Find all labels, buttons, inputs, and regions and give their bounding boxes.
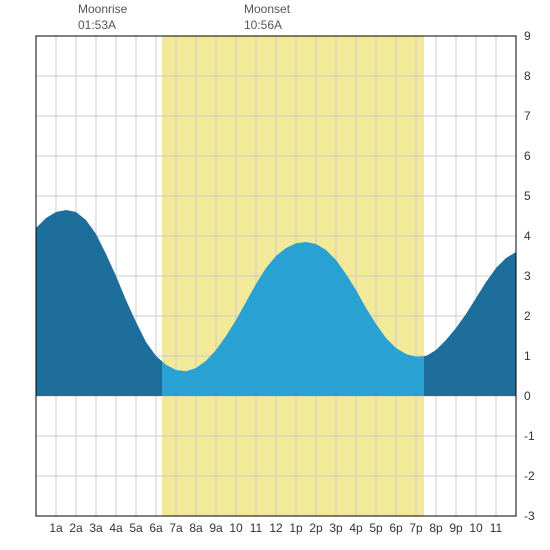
x-tick-label: 9p	[449, 521, 463, 535]
x-tick-label: 7a	[169, 521, 183, 535]
x-tick-label: 11	[250, 521, 263, 535]
y-tick-label: -3	[524, 509, 535, 523]
x-tick-label: 5a	[129, 521, 143, 535]
moonrise-label: Moonrise 01:53A	[78, 1, 127, 33]
x-tick-label: 2a	[69, 521, 83, 535]
x-tick-label: 12	[269, 521, 283, 535]
moonrise-title: Moonrise	[78, 1, 127, 17]
y-tick-label: 2	[524, 309, 531, 323]
y-tick-label: 0	[524, 389, 531, 403]
x-tick-label: 5p	[369, 521, 383, 535]
x-tick-label: 8a	[189, 521, 203, 535]
x-tick-label: 10	[469, 521, 483, 535]
y-tick-label: 9	[524, 29, 531, 43]
x-tick-label: 8p	[429, 521, 443, 535]
x-tick-label: 2p	[309, 521, 323, 535]
y-tick-label: 1	[524, 349, 531, 363]
moonset-time: 10:56A	[244, 17, 290, 33]
x-tick-label: 3p	[329, 521, 343, 535]
y-tick-label: 8	[524, 69, 531, 83]
y-tick-label: 6	[524, 149, 531, 163]
y-tick-label: 3	[524, 269, 531, 283]
moonrise-time: 01:53A	[78, 17, 127, 33]
tide-chart: Moonrise 01:53A Moonset 10:56A -3-2-1012…	[0, 0, 550, 550]
y-tick-label: -2	[524, 469, 535, 483]
x-tick-label: 1p	[289, 521, 303, 535]
x-tick-label: 10	[229, 521, 243, 535]
y-tick-label: -1	[524, 429, 535, 443]
x-tick-label: 6a	[149, 521, 163, 535]
moonset-label: Moonset 10:56A	[244, 1, 290, 33]
x-tick-label: 4p	[349, 521, 363, 535]
y-tick-label: 7	[524, 109, 531, 123]
moonset-title: Moonset	[244, 1, 290, 17]
x-tick-label: 11	[490, 521, 503, 535]
x-tick-label: 1a	[49, 521, 63, 535]
x-tick-label: 7p	[409, 521, 423, 535]
x-tick-label: 3a	[89, 521, 103, 535]
x-tick-label: 9a	[209, 521, 223, 535]
x-tick-label: 4a	[109, 521, 123, 535]
chart-svg: -3-2-101234567891a2a3a4a5a6a7a8a9a101112…	[0, 0, 550, 550]
x-tick-label: 6p	[389, 521, 403, 535]
y-tick-label: 4	[524, 229, 531, 243]
y-tick-label: 5	[524, 189, 531, 203]
